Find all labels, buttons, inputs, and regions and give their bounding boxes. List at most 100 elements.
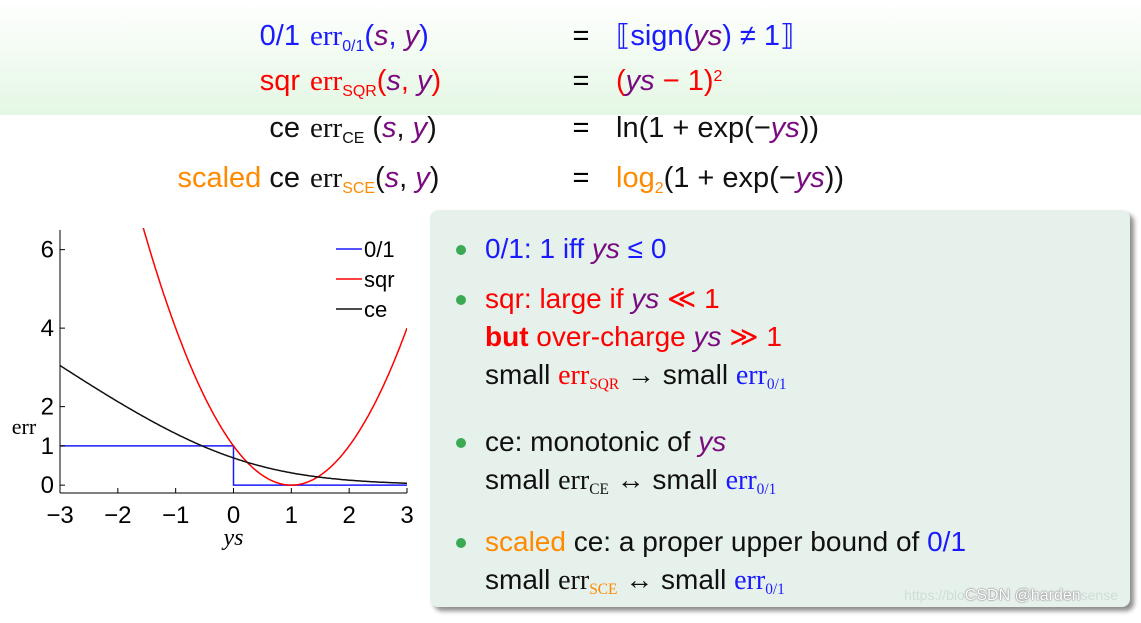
bullet-dot: [456, 245, 466, 255]
small-word: small: [485, 464, 559, 495]
bullet-sqr-cond: ≪ 1: [659, 283, 720, 314]
rhs-part: ys: [770, 112, 800, 144]
rhs-part: ys: [625, 65, 655, 97]
y-axis-label: err: [12, 414, 37, 439]
legend-label: sqr: [364, 267, 395, 292]
loss-args: (s, y): [375, 162, 439, 194]
err-word: err: [558, 565, 590, 596]
header-band: [0, 0, 1141, 115]
series-line-ce: [60, 364, 407, 484]
y-tick-label: 1: [41, 433, 54, 460]
watermark-faint: https://blo: [904, 587, 965, 603]
err-sub: SQR: [589, 376, 620, 394]
err-sub: SQR: [342, 82, 377, 100]
equation-row: ce errCE (s, y) = ln(1 + exp(−ys)): [0, 107, 1141, 149]
loss-name: scaled ce: [0, 157, 300, 199]
rhs-part: ys: [693, 20, 723, 52]
small-word: small: [485, 564, 559, 595]
err-sub: CE: [589, 481, 609, 499]
overcharge-cond: ≫ 1: [721, 321, 782, 352]
err-sub: 0/1: [765, 581, 785, 599]
rhs-part: − 1): [654, 65, 714, 97]
arg-part: ): [431, 65, 442, 97]
rhs-part: 2: [654, 179, 664, 197]
loss-rhs: (ys − 1)2: [616, 60, 722, 107]
loss-lhs: err0/1(s, y): [310, 15, 429, 62]
arrow-text: → small: [619, 359, 736, 390]
loss-name: 0/1: [0, 15, 300, 57]
bullet-01-cond: ≤ 0: [619, 233, 667, 264]
arg-part: s: [382, 112, 397, 144]
loss-name: ce: [0, 107, 300, 149]
y-tick-label: 4: [41, 315, 54, 342]
equals-sign: =: [572, 112, 590, 144]
err-word: err: [735, 360, 767, 391]
bullet-dot: [456, 438, 466, 448]
arg-part: (: [364, 20, 375, 52]
x-tick-label: 3: [400, 502, 413, 529]
err-word: err: [310, 65, 343, 97]
x-tick-label: 0: [227, 502, 240, 529]
arg-part: y: [415, 162, 430, 194]
err-sub: 0/1: [766, 376, 787, 394]
rhs-part: ys: [795, 162, 825, 194]
arg-part: (: [376, 65, 387, 97]
arg-part: ): [427, 112, 437, 144]
arg-part: ,: [388, 20, 405, 52]
arg-part: y: [417, 65, 432, 97]
watermark: https://bloCSDN @hardensense: [904, 587, 1118, 605]
x-tick-label: −2: [104, 502, 131, 529]
small-word: small: [485, 359, 559, 390]
loss-name-text: ce: [261, 162, 300, 194]
err-sub: CE: [342, 129, 365, 147]
loss-rhs: ⟦sign(ys) ≠ 1⟧: [616, 15, 794, 57]
rhs-part: ⟦sign(: [616, 20, 694, 52]
arg-part: y: [404, 20, 420, 52]
bullet-dot: [456, 538, 466, 548]
equals-sign: =: [572, 65, 590, 97]
loss-rhs: log2(1 + exp(−ys)): [616, 157, 844, 204]
loss-name-text: 0/1: [259, 20, 300, 52]
bullet-sce-text: ce: a proper upper bound of: [565, 526, 928, 557]
rhs-part: (1 + exp(−: [663, 162, 796, 194]
bullet-dot: [456, 295, 466, 305]
loss-lhs: errSCE(s, y): [310, 157, 439, 204]
equation-row: sqr errSQR(s, y) = (ys − 1)2: [0, 60, 1141, 102]
legend-label: 0/1: [364, 237, 395, 262]
loss-name-text: sqr: [259, 65, 300, 97]
loss-args: (s, y): [364, 20, 428, 52]
rhs-part: 2: [713, 68, 723, 86]
equation-row: 0/1 err0/1(s, y) = ⟦sign(ys) ≠ 1⟧: [0, 15, 1141, 57]
rhs-part: (: [616, 65, 626, 97]
arg-part: (: [374, 162, 385, 194]
rhs-part: )): [799, 112, 820, 144]
equation-row: scaled ce errSCE(s, y) = log2(1 + exp(−ys)): [0, 157, 1141, 199]
rhs-part: ln(1 + exp(−: [616, 112, 771, 144]
ys-var: ys: [693, 321, 722, 352]
x-axis-label: ys: [222, 525, 244, 551]
legend-label: ce: [364, 297, 387, 322]
series-line-sqr: [142, 228, 407, 486]
watermark-faint: sense: [1080, 587, 1118, 603]
err-sub: 0/1: [756, 481, 777, 499]
scaled-word: scaled: [177, 162, 262, 194]
arg-part: ,: [400, 65, 418, 97]
arg-part: ,: [396, 112, 413, 144]
bullet-ce-text: ce: monotonic of: [485, 426, 699, 457]
rhs-part: ) ≠ 1⟧: [722, 20, 795, 52]
err-word: err: [310, 162, 343, 194]
arg-part: ): [419, 20, 429, 52]
err-sub: 0/1: [342, 37, 365, 55]
arrow-text: ↔ small: [617, 564, 735, 595]
err-sub: SCE: [342, 179, 375, 197]
err-word: err: [734, 565, 766, 596]
err-word: err: [310, 112, 343, 144]
err-sub: SCE: [589, 581, 618, 599]
rhs-part: )): [824, 162, 845, 194]
arg-part: (: [364, 112, 383, 144]
notes-panel: 0/1: 1 iff ys ≤ 0 sqr: large if ys ≪ 1 b…: [430, 210, 1130, 607]
bullet-sqr-text: sqr: large if: [485, 283, 632, 314]
zero-one-word: 0/1: [927, 526, 967, 557]
scaled-word: scaled: [485, 526, 566, 557]
loss-chart: −3 −2 −1 0 1 2 3 0 1 2 4 6 ys err 0/1 sqr ce: [0, 215, 430, 560]
